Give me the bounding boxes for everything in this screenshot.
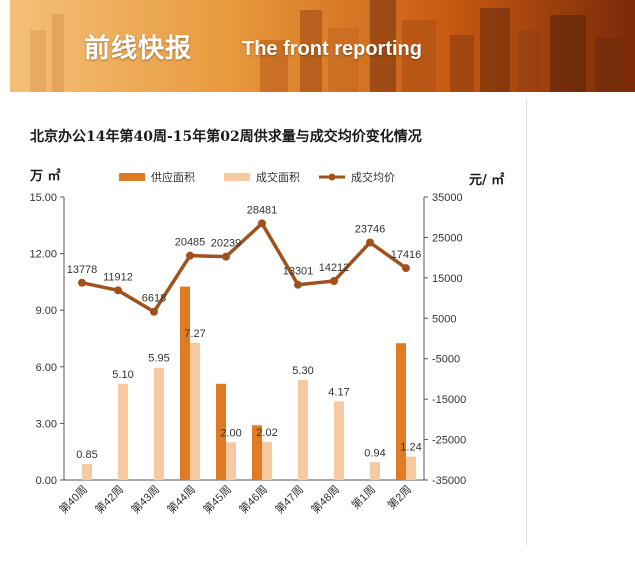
price-point-label: 20485	[175, 237, 206, 249]
banner-title: 前线快报	[84, 34, 193, 64]
right-tick-label: 15000	[432, 273, 463, 285]
deal-bar-label: 4.17	[328, 386, 349, 398]
supply-bar	[216, 383, 226, 480]
header-banner: 前线快报 The front reporting	[10, 0, 635, 92]
right-tick-label: 35000	[432, 192, 463, 204]
supply-bar	[396, 343, 406, 480]
right-tick-label: -25000	[432, 435, 466, 447]
deal-bar-label: 1.24	[400, 442, 421, 454]
price-point-label: 17416	[391, 249, 422, 261]
price-point	[114, 286, 122, 295]
legend-marker-swatch	[328, 173, 336, 181]
deal-bar	[226, 442, 236, 480]
chart-title: 北京办公14年第40周-15年第02周供求量与成交均价变化情况	[30, 129, 422, 145]
price-point	[402, 264, 410, 273]
left-tick-label: 15.00	[29, 192, 57, 204]
price-point-label: 13778	[67, 264, 98, 276]
legend-bar-swatch	[224, 173, 250, 181]
x-tick-label: 第40周	[56, 482, 90, 516]
deal-bar-label: 2.02	[256, 427, 277, 439]
price-point	[330, 277, 338, 286]
left-tick-label: 12.00	[29, 249, 57, 261]
price-point	[366, 238, 374, 247]
price-point-label: 20239	[211, 238, 242, 250]
supply-bar	[252, 425, 262, 480]
supply-bar	[180, 286, 190, 480]
price-point	[258, 219, 266, 228]
deal-bar-label: 5.95	[148, 353, 169, 365]
price-point	[186, 251, 194, 260]
price-point	[78, 278, 86, 287]
left-tick-label: 6.00	[36, 362, 57, 374]
x-tick-label: 第45周	[200, 482, 234, 516]
deal-bar	[190, 342, 200, 480]
deal-bar-label: 0.94	[364, 447, 385, 459]
price-point	[150, 307, 158, 316]
legend-label: 成交面积	[256, 170, 300, 184]
chart-panel: 北京办公14年第40周-15年第02周供求量与成交均价变化情况 0.00 3.00…	[14, 100, 527, 545]
banner-subtitle: The front reporting	[242, 38, 422, 60]
price-point-label: 28481	[247, 204, 278, 216]
deal-bar-label: 5.10	[112, 369, 133, 381]
x-tick-label: 第44周	[164, 482, 198, 516]
right-tick-label: 25000	[432, 232, 463, 244]
combo-chart: 0.00 3.00 6.00 9.00 12.00 15.00 -35000 -25000 -1…	[29, 168, 504, 516]
right-tick-label: -15000	[432, 394, 466, 406]
left-tick-label: 0.00	[36, 475, 57, 487]
price-point-label: 6618	[142, 293, 166, 305]
deal-bar	[82, 463, 92, 480]
x-tick-label: 第42周	[92, 482, 126, 516]
right-tick-label: -35000	[432, 475, 466, 487]
right-tick-label: 5000	[432, 313, 456, 325]
deal-bar-label: 2.00	[220, 427, 241, 439]
legend-bar-swatch	[119, 173, 145, 181]
left-tick-label: 3.00	[36, 418, 57, 430]
deal-bar	[154, 367, 164, 480]
left-axis-unit: 万 ㎡	[29, 168, 61, 184]
deal-bar	[406, 456, 416, 480]
price-point-label: 23746	[355, 223, 386, 235]
deal-bar-label: 7.27	[184, 328, 205, 340]
deal-bar	[334, 401, 344, 480]
right-tick-label: -5000	[432, 354, 460, 366]
deal-bar	[262, 441, 272, 480]
legend-label: 成交均价	[351, 170, 395, 184]
deal-bar-label: 5.30	[292, 365, 313, 377]
price-point	[222, 252, 230, 261]
deal-bar	[118, 383, 128, 480]
price-point	[294, 280, 302, 289]
deal-bar	[298, 380, 308, 480]
x-tick-label: 第46周	[236, 482, 270, 516]
x-tick-label: 第1周	[348, 482, 378, 512]
price-point-label: 11912	[103, 271, 133, 283]
price-point-label: 13301	[283, 266, 314, 278]
deal-bar	[370, 462, 380, 480]
legend-label: 供应面积	[151, 170, 195, 184]
x-tick-label: 第2周	[384, 482, 414, 512]
x-tick-label: 第43周	[128, 482, 162, 516]
deal-bar-label: 0.85	[76, 449, 97, 461]
right-axis-unit: 元/ ㎡	[469, 172, 504, 188]
x-tick-label: 第48周	[308, 482, 342, 516]
price-line	[81, 221, 408, 314]
x-tick-label: 第47周	[272, 482, 306, 516]
price-point-label: 14212	[319, 262, 350, 274]
skyline-image	[30, 0, 623, 92]
left-tick-label: 9.00	[36, 305, 57, 317]
